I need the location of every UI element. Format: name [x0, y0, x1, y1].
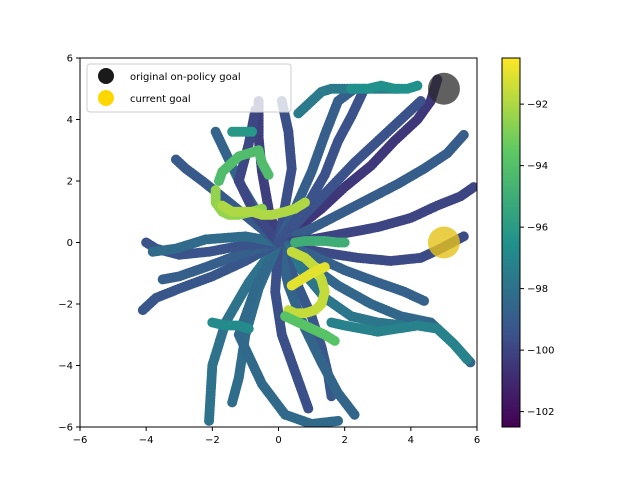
colorbar-ticks: −92 −94 −96 −98 −100 −102 — [520, 100, 554, 418]
colorbar-tick-label: −94 — [527, 161, 548, 172]
scatter-point-trajectory-15 — [157, 274, 168, 285]
y-tick-label: 2 — [67, 177, 73, 188]
scatter-point-trajectory-9 — [349, 409, 360, 420]
scatter-point-trajectory-33 — [247, 126, 258, 137]
scatter-point-trajectory-30 — [319, 262, 330, 273]
scatter-point-trajectory-4 — [458, 231, 469, 242]
colorbar-gradient — [501, 57, 521, 428]
scatter-point-trajectory-36 — [412, 80, 423, 91]
scatter-point-trajectory-2 — [458, 129, 469, 140]
current-goal-marker — [427, 226, 460, 259]
colorbar-tick-label: −98 — [527, 284, 548, 295]
scatter-point-trajectory-28 — [299, 197, 310, 208]
colorbar-tick-label: −92 — [527, 100, 548, 111]
x-tick-label: 4 — [408, 435, 414, 446]
scatter-point-trajectory-11 — [227, 397, 238, 408]
scatter-point-trajectory-10 — [303, 403, 314, 414]
scatter-point-trajectory-16 — [141, 237, 152, 248]
scatter-point-trajectory-32 — [329, 335, 340, 346]
colorbar: −92 −94 −96 −98 −100 −102 — [501, 57, 554, 428]
legend-label-original-goal: original on-policy goal — [130, 72, 241, 83]
legend-marker-current-goal — [98, 90, 114, 106]
y-tick-label: −2 — [58, 300, 73, 311]
y-tick-label: −4 — [58, 361, 73, 372]
x-tick-label: −4 — [139, 435, 154, 446]
goal-markers — [427, 72, 460, 259]
scatter-point-trajectory-1 — [415, 96, 426, 107]
scatter-point-trajectory-18 — [170, 154, 181, 165]
scatter-point-trajectory-29 — [286, 246, 297, 257]
scatter-point-trajectory-35 — [462, 354, 473, 365]
scatter-point-trajectory-5 — [419, 295, 430, 306]
colorbar-tick-label: −100 — [527, 346, 554, 357]
scatter-point-trajectory-31 — [339, 237, 350, 248]
y-axis: −6 −4 −2 0 2 4 6 — [58, 54, 80, 434]
legend-label-current-goal: current goal — [130, 94, 191, 105]
y-tick-label: 0 — [67, 238, 73, 249]
scatter-point-trajectory-34 — [243, 323, 254, 334]
scatter-points — [137, 74, 477, 427]
x-tick-label: 2 — [341, 435, 347, 446]
legend: original on-policy goal current goal — [86, 63, 292, 113]
scatter-point-trajectory-14 — [137, 305, 148, 316]
x-tick-label: −2 — [205, 435, 220, 446]
x-tick-label: −6 — [73, 435, 88, 446]
x-tick-label: 0 — [275, 435, 281, 446]
y-tick-label: 6 — [67, 54, 73, 65]
original-goal-marker — [427, 72, 460, 105]
scatter-point-trajectory-13 — [333, 415, 344, 426]
scatter-point-trajectory-26 — [263, 169, 274, 180]
x-axis: −6 −4 −2 0 2 4 6 — [73, 427, 480, 446]
y-tick-label: 4 — [67, 115, 73, 126]
scatter-point-trajectory-12 — [204, 415, 215, 426]
legend-box — [86, 63, 292, 113]
colorbar-tick-label: −96 — [527, 223, 548, 234]
x-tick-label: 6 — [474, 435, 480, 446]
legend-marker-original-goal — [98, 68, 114, 84]
y-tick-label: −6 — [58, 423, 73, 434]
scatter-point-trajectory-19 — [210, 126, 221, 137]
scatter-point-trajectory-3 — [468, 182, 477, 193]
colorbar-tick-label: −102 — [527, 407, 554, 418]
scatter-point-trajectory-17 — [147, 246, 158, 257]
